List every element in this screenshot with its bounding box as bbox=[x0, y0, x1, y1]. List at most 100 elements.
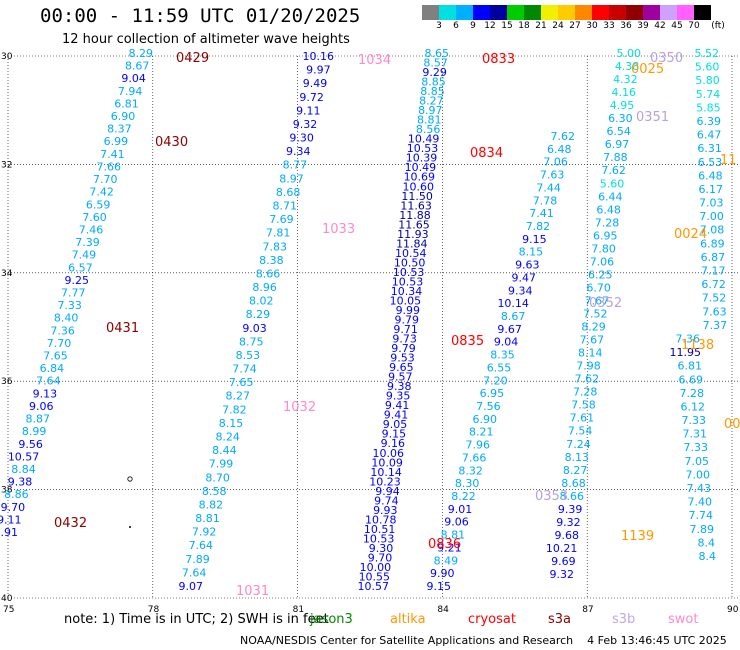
wave-height-value: 6.97 bbox=[605, 138, 630, 151]
wave-height-value: 6.81 bbox=[114, 97, 139, 110]
wave-height-value: 9.93 bbox=[373, 504, 398, 517]
track-d: 7.626.487.067.637.447.787.417.829.158.15… bbox=[427, 130, 576, 593]
wave-height-value: 6.44 bbox=[598, 190, 623, 203]
colorbar-tick: 42 bbox=[654, 21, 666, 31]
wave-height-value: 8.75 bbox=[239, 335, 264, 348]
wave-height-value: 8.85 bbox=[421, 76, 446, 89]
wave-height-value: 9.32 bbox=[293, 118, 318, 131]
wave-height-value: 8.27 bbox=[419, 95, 444, 108]
mission-s3a: s3a bbox=[548, 612, 572, 627]
wave-height-value: 9.70 bbox=[368, 551, 393, 564]
time-label: 1032 bbox=[283, 400, 316, 415]
wave-height-value: 8.68 bbox=[561, 477, 586, 490]
wave-height-value: 8.35 bbox=[490, 349, 515, 362]
colorbar-tick: 36 bbox=[620, 21, 632, 31]
colorbar-swatch bbox=[592, 5, 609, 20]
wave-height-value: 8.02 bbox=[249, 295, 274, 308]
wave-height-value: 9.04 bbox=[121, 72, 146, 85]
wave-height-value: 9.90 bbox=[430, 567, 455, 580]
wave-height-value: 10.06 bbox=[373, 447, 405, 460]
wave-height-value: 6.90 bbox=[473, 413, 498, 426]
wave-height-value: 6.89 bbox=[700, 237, 725, 250]
wave-height-value: 9.11 bbox=[0, 513, 22, 526]
wave-height-value: 9.15 bbox=[382, 428, 407, 441]
station-marker-dot bbox=[129, 526, 131, 528]
wave-height-value: 8.57 bbox=[423, 57, 448, 70]
wave-height-value: 9.65 bbox=[389, 361, 414, 374]
wave-height-value: 8.81 bbox=[195, 512, 220, 525]
wave-height-value: 7.42 bbox=[89, 186, 114, 199]
time-label: 0351 bbox=[636, 110, 669, 125]
wave-height-value: 7.43 bbox=[687, 482, 712, 495]
colorbar-tick: 21 bbox=[535, 21, 547, 31]
wave-height-value: 10.39 bbox=[406, 152, 438, 165]
wave-height-value: 8.29 bbox=[581, 321, 606, 334]
time-label: 0350 bbox=[650, 51, 683, 66]
wave-height-value: 6.87 bbox=[701, 251, 726, 264]
colorbar-swatch bbox=[456, 5, 473, 20]
wave-height-value: 7.06 bbox=[590, 255, 615, 268]
wave-height-value: 10.55 bbox=[359, 570, 391, 583]
wave-height-value: 6.31 bbox=[697, 142, 722, 155]
time-label: 0429 bbox=[176, 51, 209, 66]
wave-height-value: 6.95 bbox=[480, 387, 505, 400]
track-b: 10.169.979.499.729.119.329.309.348.778.9… bbox=[179, 50, 335, 593]
wave-height-value: 8.14 bbox=[578, 347, 603, 360]
wave-height-value: 7.33 bbox=[684, 441, 709, 454]
wave-height-value: 9.21 bbox=[437, 541, 462, 554]
colorbar-tick: 27 bbox=[569, 21, 581, 31]
lon-label: 90 bbox=[727, 605, 739, 615]
wave-height-value: 10.16 bbox=[303, 50, 335, 63]
wave-height-value: 7.70 bbox=[93, 173, 118, 186]
wave-height-value: 5.00 bbox=[617, 47, 642, 60]
colorbar-unit: (ft) bbox=[711, 21, 725, 31]
wave-height-value: 6.84 bbox=[40, 362, 65, 375]
wave-height-value: 11.50 bbox=[401, 190, 433, 203]
wave-height-value: 8.86 bbox=[4, 488, 29, 501]
wave-height-value: 7.77 bbox=[61, 287, 86, 300]
wave-height-value: 9.01 bbox=[448, 503, 473, 516]
track-c: 8.658.579.298.858.858.278.978.818.5610.4… bbox=[358, 47, 450, 593]
wave-height-value: 10.34 bbox=[391, 285, 423, 298]
wave-height-value: 6.57 bbox=[68, 261, 93, 274]
wave-height-value: 7.41 bbox=[100, 148, 125, 161]
time-label: 0834 bbox=[470, 146, 503, 161]
wave-height-value: 8.66 bbox=[560, 490, 585, 503]
wave-height-value: 7.31 bbox=[683, 428, 708, 441]
lon-label: 81 bbox=[293, 605, 304, 615]
wave-height-value: 9.79 bbox=[391, 342, 416, 355]
wave-height-value: 8.68 bbox=[276, 186, 301, 199]
wave-height-value: 10.05 bbox=[390, 294, 422, 307]
wave-height-value: 9.29 bbox=[422, 66, 447, 79]
time-label: 0025 bbox=[631, 62, 664, 77]
colorbar-tick: 45 bbox=[671, 21, 683, 31]
wave-height-value: 8.97 bbox=[279, 172, 304, 185]
wave-height-value: 7.17 bbox=[701, 265, 726, 278]
wave-height-value: 9.53 bbox=[390, 352, 415, 365]
time-label: 1034 bbox=[358, 53, 391, 68]
wave-height-value: 11.63 bbox=[400, 199, 432, 212]
wave-height-value: 9.91 bbox=[0, 526, 18, 539]
wave-height-value: 8.67 bbox=[501, 310, 526, 323]
wave-height-value: 7.06 bbox=[543, 156, 568, 169]
wave-height-value: 8.40 bbox=[54, 312, 79, 325]
wave-height-value: 9.56 bbox=[18, 438, 43, 451]
wave-height-value: 9.35 bbox=[386, 390, 411, 403]
time-label: 0024 bbox=[674, 227, 707, 242]
colorbar bbox=[422, 5, 711, 20]
wave-height-value: 6.17 bbox=[699, 183, 724, 196]
wave-height-value: 7.81 bbox=[266, 227, 291, 240]
wave-height-value: 6.69 bbox=[679, 373, 704, 386]
wave-height-value: 7.99 bbox=[209, 458, 234, 471]
wave-height-value: 6.48 bbox=[547, 143, 572, 156]
wave-height-value: 11.93 bbox=[397, 228, 429, 241]
wave-height-value: 8.37 bbox=[107, 123, 132, 136]
wave-height-value: 8.81 bbox=[441, 529, 466, 542]
wave-height-value: 7.00 bbox=[699, 210, 724, 223]
time-label: 1138 bbox=[681, 338, 714, 353]
wave-height-value: 10.69 bbox=[404, 171, 436, 184]
time-label: 0430 bbox=[155, 135, 188, 150]
wave-height-value: 8.58 bbox=[202, 485, 227, 498]
wave-height-value: 8.13 bbox=[565, 451, 590, 464]
